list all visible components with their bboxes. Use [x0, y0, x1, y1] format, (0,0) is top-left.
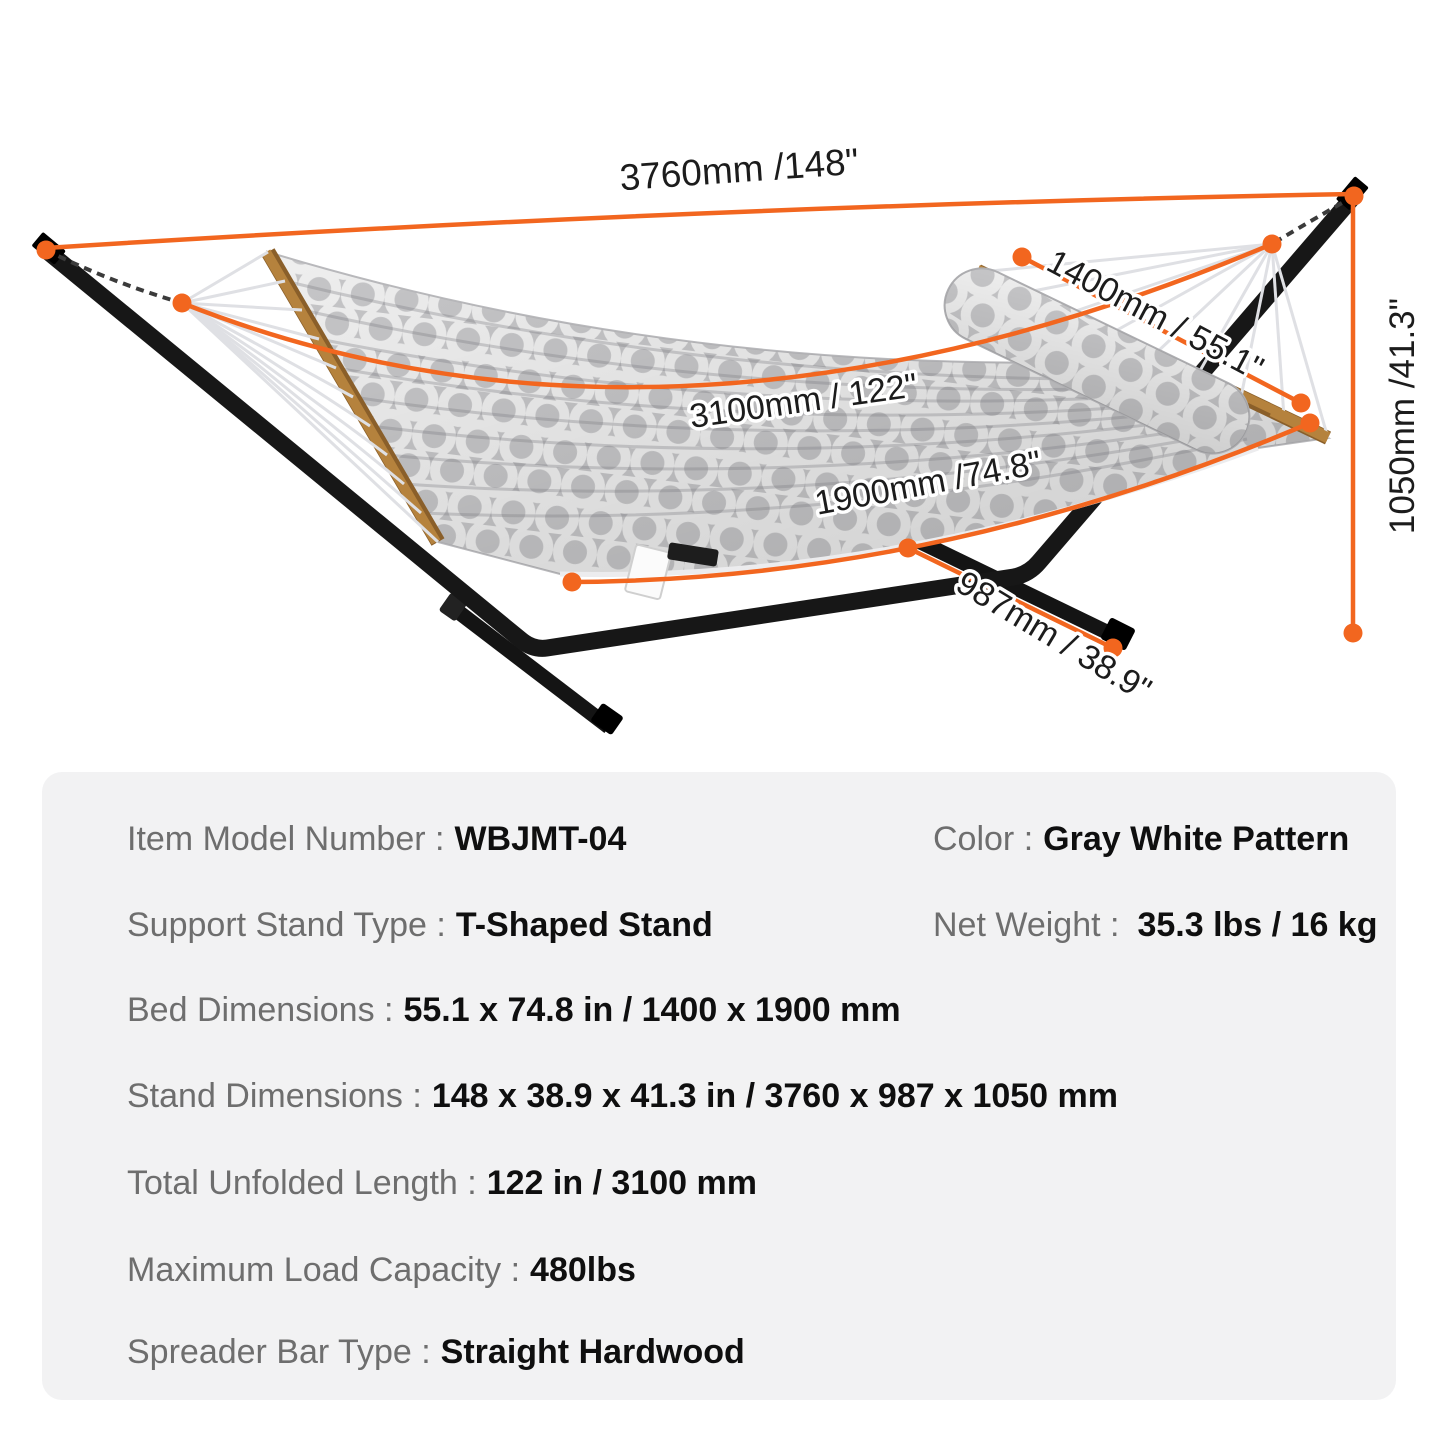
spec-value: 148 x 38.9 x 41.3 in / 3760 x 987 x 1050… — [431, 1077, 1119, 1115]
right-ropes — [979, 242, 1330, 439]
spec-label: Maximum Load Capacity : — [127, 1251, 521, 1289]
care-tag — [624, 543, 672, 601]
spec-label: Total Unfolded Length : — [127, 1164, 477, 1202]
spec-row-spreader-bar: Spreader Bar Type : Straight Hardwood — [127, 1333, 745, 1372]
spec-row-stand-type: Support Stand Type : T-Shaped Stand Net W… — [127, 906, 1377, 945]
label-stand-height: 1050mm /41.3" — [1383, 298, 1422, 534]
right-spreader-bar-tip — [1269, 406, 1331, 443]
dim-line-total-width — [45, 191, 1355, 251]
spec-value: Gray White Pattern — [1043, 820, 1350, 858]
dim-line-total-length — [181, 241, 1273, 390]
spec-row-bed-dimensions: Bed Dimensions :55.1 x 74.8 in / 1400 x … — [127, 991, 901, 1030]
spec-row-unfolded-length: Total Unfolded Length :122 in / 3100 mm — [127, 1164, 757, 1203]
spec-value: 122 in / 3100 mm — [486, 1164, 757, 1202]
dim-line-bed-width — [1020, 255, 1303, 405]
label-total-width: 3760mm /148" — [618, 141, 860, 199]
spec-value: 55.1 x 74.8 in / 1400 x 1900 mm — [403, 991, 901, 1029]
fabric-clip — [667, 542, 719, 567]
pillow — [943, 267, 1251, 455]
spec-panel: Item Model Number : WBJMT-04 Color : Gray … — [42, 772, 1396, 1400]
left-ropes — [180, 250, 440, 544]
left-chain — [45, 248, 183, 305]
spec-row-load-capacity: Maximum Load Capacity :480lbs — [127, 1251, 636, 1290]
spec-label: Stand Dimensions : — [127, 1077, 422, 1115]
spec-row-stand-dimensions: Stand Dimensions :148 x 38.9 x 41.3 in /… — [127, 1077, 1118, 1116]
spec-value: 480lbs — [530, 1251, 636, 1289]
spec-label: Item Model Number : — [127, 820, 445, 858]
dim-line-stand-depth — [907, 545, 1114, 651]
dimension-endpoint-dots — [36, 186, 1364, 658]
left-foot-endcap — [591, 703, 623, 735]
spec-row-net-weight: Net Weight : 35.3 lbs / 16 kg — [933, 906, 1377, 945]
spec-value: Straight Hardwood — [440, 1333, 745, 1371]
spec-row-color: Color : Gray White Pattern — [933, 820, 1349, 859]
spec-value: WBJMT-04 — [454, 820, 627, 858]
dim-line-bed-length — [571, 420, 1311, 585]
spec-label: Net Weight : — [933, 906, 1120, 944]
spec-label: Support Stand Type : — [127, 906, 446, 944]
stand-pole-and-beam — [37, 187, 1363, 657]
spec-row-model: Item Model Number : WBJMT-04 Color : Gray … — [127, 820, 1349, 859]
spec-value: T-Shaped Stand — [455, 906, 713, 944]
stand-feet — [439, 521, 1135, 735]
spec-label: Spreader Bar Type : — [127, 1333, 431, 1371]
spec-label: Color : — [933, 820, 1034, 858]
hammock-illustration: 3760mm /148" 1400mm / 55.1" 3100mm / 122… — [32, 140, 1422, 735]
dimension-lines — [45, 191, 1356, 651]
spec-label: Bed Dimensions : — [127, 991, 394, 1029]
quilt-lines — [284, 279, 1248, 518]
spec-value: 35.3 lbs / 16 kg — [1137, 906, 1378, 944]
